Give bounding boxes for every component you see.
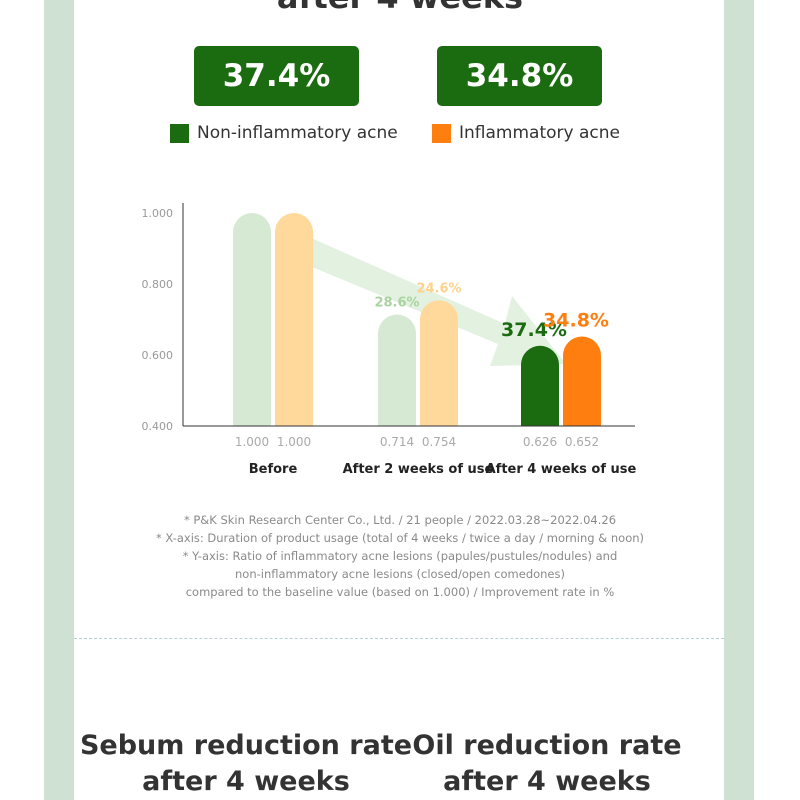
oil-heading-line2: after 4 weeks (443, 766, 651, 797)
oil-reduction-heading: Oil reduction rate after 4 weeks (377, 728, 717, 800)
bar-value-label: 0.652 (565, 435, 599, 449)
legend-swatch-inflammatory (432, 123, 451, 143)
section-divider (74, 638, 724, 639)
bar-value-label: 1.000 (277, 435, 311, 449)
legend-label-non-inflammatory: Non-inflammatory acne (197, 123, 398, 143)
legend-swatch-non-inflammatory (170, 123, 189, 143)
x-category-label: After 2 weeks of use (343, 462, 494, 477)
legend-non-inflammatory: Non-inflammatory acne (170, 123, 398, 143)
bar-improvement-label: 37.4% (501, 319, 567, 341)
bar-value-label: 0.714 (380, 435, 414, 449)
bar-improvement-label: 28.6% (374, 296, 419, 311)
legend-label-inflammatory: Inflammatory acne (459, 123, 620, 143)
x-category-label: Before (249, 462, 298, 477)
bar-non-inflammatory (233, 213, 271, 426)
non-inflammatory-improvement-badge: 37.4% (194, 46, 359, 106)
inflammatory-improvement-badge: 34.8% (437, 46, 602, 106)
sebum-reduction-heading: Sebum reduction rate after 4 weeks (76, 728, 416, 800)
y-tick-label: 0.800 (142, 278, 174, 291)
footnote-line: non-inflammatory acne lesions (closed/op… (235, 567, 565, 581)
trend-arrow (300, 233, 566, 366)
y-tick-label: 1.000 (142, 207, 174, 220)
page-title: after 4 weeks (0, 0, 800, 16)
footnotes: * P&K Skin Research Center Co., Ltd. / 2… (0, 511, 800, 601)
sebum-heading-line1: Sebum reduction rate (79, 730, 413, 761)
footnote-line: * X-axis: Duration of product usage (tot… (155, 531, 644, 545)
sebum-heading-line2: after 4 weeks (142, 766, 350, 797)
bar-improvement-label: 24.6% (416, 281, 461, 296)
bar-non-inflammatory (378, 314, 416, 426)
footnote-line: * Y-axis: Ratio of inflammatory acne les… (182, 549, 618, 563)
legend-inflammatory: Inflammatory acne (432, 123, 620, 143)
bar-non-inflammatory (521, 345, 559, 426)
bar-improvement-label: 34.8% (543, 310, 609, 332)
bar-value-label: 0.626 (523, 435, 557, 449)
y-tick-label: 0.400 (142, 420, 174, 433)
bar-value-label: 1.000 (235, 435, 269, 449)
footnote-line: * P&K Skin Research Center Co., Ltd. / 2… (183, 513, 617, 527)
bar-inflammatory (275, 213, 313, 426)
bar-inflammatory (563, 336, 601, 426)
bar-inflammatory (420, 300, 458, 426)
footnote-line: compared to the baseline value (based on… (185, 585, 615, 599)
x-category-label: After 4 weeks of use (486, 462, 637, 477)
oil-heading-line1: Oil reduction rate (412, 730, 682, 761)
bar-value-label: 0.754 (422, 435, 456, 449)
y-tick-label: 0.600 (142, 349, 174, 362)
